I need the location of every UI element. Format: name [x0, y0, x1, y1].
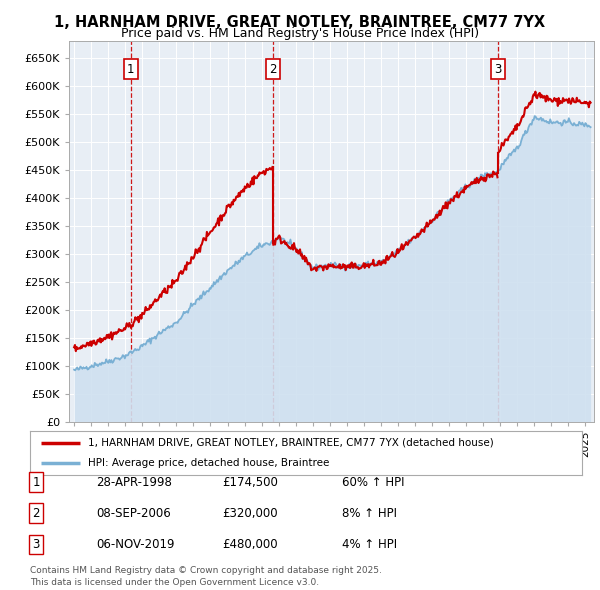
- Text: 3: 3: [32, 538, 40, 551]
- Text: 06-NOV-2019: 06-NOV-2019: [96, 538, 175, 551]
- Text: 1, HARNHAM DRIVE, GREAT NOTLEY, BRAINTREE, CM77 7YX: 1, HARNHAM DRIVE, GREAT NOTLEY, BRAINTRE…: [55, 15, 545, 30]
- Text: 60% ↑ HPI: 60% ↑ HPI: [342, 476, 404, 489]
- Text: 1: 1: [127, 63, 134, 76]
- Text: £174,500: £174,500: [222, 476, 278, 489]
- Text: 2: 2: [32, 507, 40, 520]
- Text: Price paid vs. HM Land Registry's House Price Index (HPI): Price paid vs. HM Land Registry's House …: [121, 27, 479, 40]
- Text: 1: 1: [32, 476, 40, 489]
- Text: £480,000: £480,000: [222, 538, 278, 551]
- Text: Contains HM Land Registry data © Crown copyright and database right 2025.
This d: Contains HM Land Registry data © Crown c…: [30, 566, 382, 587]
- Text: £320,000: £320,000: [222, 507, 278, 520]
- Text: 4% ↑ HPI: 4% ↑ HPI: [342, 538, 397, 551]
- Text: HPI: Average price, detached house, Braintree: HPI: Average price, detached house, Brai…: [88, 458, 329, 468]
- Text: 28-APR-1998: 28-APR-1998: [96, 476, 172, 489]
- Text: 2: 2: [269, 63, 277, 76]
- Text: 3: 3: [494, 63, 502, 76]
- Text: 8% ↑ HPI: 8% ↑ HPI: [342, 507, 397, 520]
- Text: 1, HARNHAM DRIVE, GREAT NOTLEY, BRAINTREE, CM77 7YX (detached house): 1, HARNHAM DRIVE, GREAT NOTLEY, BRAINTRE…: [88, 438, 494, 448]
- Text: 08-SEP-2006: 08-SEP-2006: [96, 507, 171, 520]
